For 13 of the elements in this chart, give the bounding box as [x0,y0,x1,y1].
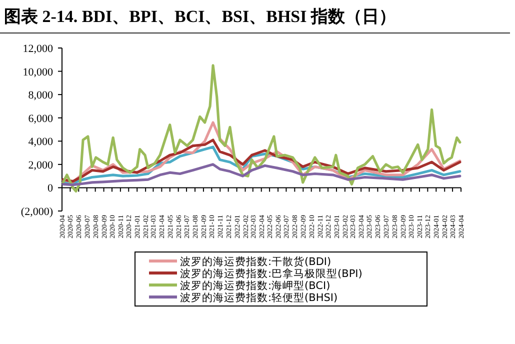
y-tick-label: (2,000) [20,206,54,218]
y-tick-label: 10,000 [22,66,54,78]
y-tick-label: 4,000 [28,136,54,148]
legend-label: 波罗的海运费指数:轻便型(BHSI) [180,291,338,304]
chart-title: 图表 2-14. BDI、BPI、BCI、BSI、BHSI 指数（日） [4,7,396,26]
y-tick-label: 0 [48,182,54,195]
y-tick-label: 8,000 [28,90,54,102]
legend-label: 波罗的海运费指数:干散货(BDI) [180,255,332,268]
y-tick-label: 6,000 [28,112,54,125]
y-tick-label: 2,000 [28,159,54,172]
legend-label: 波罗的海运费指数:海岬型(BCI) [180,279,330,292]
y-tick-label: 12,000 [22,43,54,55]
legend-label: 波罗的海运费指数:巴拿马极限型(BPI) [180,267,362,280]
